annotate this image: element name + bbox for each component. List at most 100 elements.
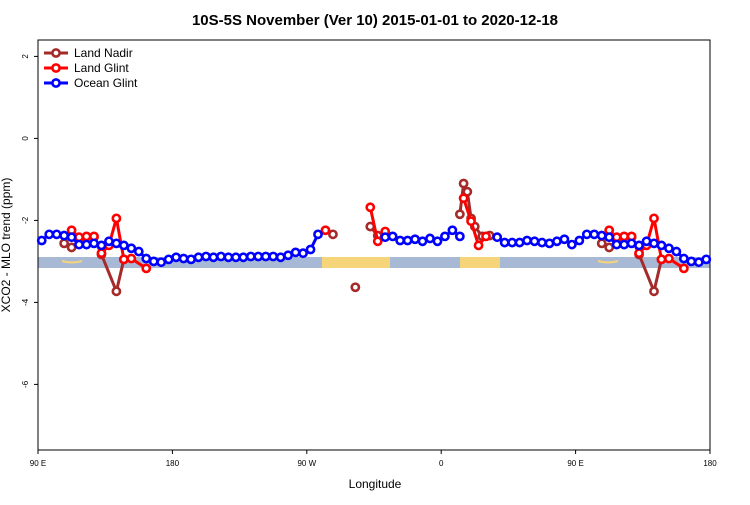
x-tick-label: 0: [439, 459, 444, 468]
point: [656, 254, 667, 265]
point: [537, 237, 547, 248]
point: [104, 236, 114, 247]
x-tick-label: 180: [166, 459, 180, 468]
legend-item: Land Nadir: [44, 46, 133, 60]
point: [693, 257, 704, 268]
point: [387, 231, 398, 242]
point: [59, 238, 70, 249]
point: [458, 178, 469, 189]
legend-label: Ocean Glint: [74, 76, 138, 90]
point: [664, 243, 674, 254]
point: [380, 232, 391, 243]
point: [686, 256, 697, 267]
x-tick-label: 90 E: [30, 459, 46, 468]
point: [89, 238, 99, 249]
point: [507, 237, 518, 248]
point: [634, 248, 644, 259]
legend-item: Ocean Glint: [44, 76, 138, 90]
point: [596, 238, 607, 249]
y-tick-label: -2: [21, 216, 30, 224]
point: [141, 253, 152, 264]
point: [305, 244, 316, 255]
x-tick-label: 180: [703, 459, 717, 468]
y-tick-label: 2: [21, 54, 30, 59]
point: [111, 238, 122, 249]
point: [581, 229, 592, 240]
point: [290, 247, 301, 258]
point: [410, 234, 420, 245]
point: [216, 251, 226, 262]
y-tick-label: 0: [21, 136, 30, 141]
point: [66, 232, 77, 243]
point: [664, 253, 674, 264]
point: [611, 239, 622, 250]
point: [51, 229, 62, 240]
point: [417, 236, 428, 247]
point: [320, 225, 331, 236]
point: [260, 251, 271, 262]
point: [133, 246, 144, 257]
point: [283, 250, 294, 261]
point: [230, 252, 241, 263]
point: [619, 239, 630, 250]
point: [514, 237, 525, 248]
point: [36, 235, 47, 246]
point: [466, 216, 476, 227]
point: [589, 229, 600, 240]
legend-marker: [51, 78, 61, 88]
point: [522, 235, 532, 246]
point: [111, 286, 122, 297]
point: [163, 254, 174, 265]
point: [596, 230, 607, 241]
point: [372, 236, 383, 247]
point: [328, 229, 338, 240]
point: [544, 238, 555, 249]
point: [529, 236, 540, 247]
legend-marker: [51, 63, 61, 73]
legend-label: Land Glint: [74, 61, 129, 75]
point: [619, 231, 630, 242]
point: [126, 253, 137, 264]
point: [574, 235, 585, 246]
point: [559, 234, 570, 245]
point: [141, 263, 152, 274]
point: [701, 254, 712, 265]
point: [440, 231, 450, 242]
point: [245, 251, 256, 262]
y-tick-label: -4: [21, 298, 30, 306]
legend-item: Land Glint: [44, 61, 129, 75]
point: [193, 252, 204, 263]
point: [350, 282, 361, 293]
point: [473, 240, 484, 251]
point: [447, 225, 458, 236]
point: [118, 254, 129, 265]
point: [492, 232, 503, 243]
point: [604, 242, 615, 253]
point: [81, 231, 92, 242]
point: [649, 213, 659, 224]
point: [208, 252, 219, 263]
point: [481, 231, 491, 242]
point: [671, 246, 682, 257]
point: [432, 236, 443, 247]
point: [656, 240, 667, 251]
plot-frame: [37, 39, 711, 451]
point: [626, 238, 637, 249]
point: [298, 248, 308, 259]
point: [74, 239, 84, 250]
point: [66, 242, 77, 253]
point: [649, 286, 659, 297]
point: [425, 233, 435, 244]
point: [148, 256, 159, 267]
point: [81, 239, 92, 250]
point: [171, 252, 182, 263]
x-tick-label: 90 W: [297, 459, 316, 468]
point: [111, 213, 122, 224]
point: [678, 263, 689, 274]
y-tick-label: -6: [21, 380, 30, 388]
point: [186, 254, 196, 265]
point: [454, 209, 465, 220]
point: [268, 251, 279, 262]
point: [253, 251, 264, 262]
